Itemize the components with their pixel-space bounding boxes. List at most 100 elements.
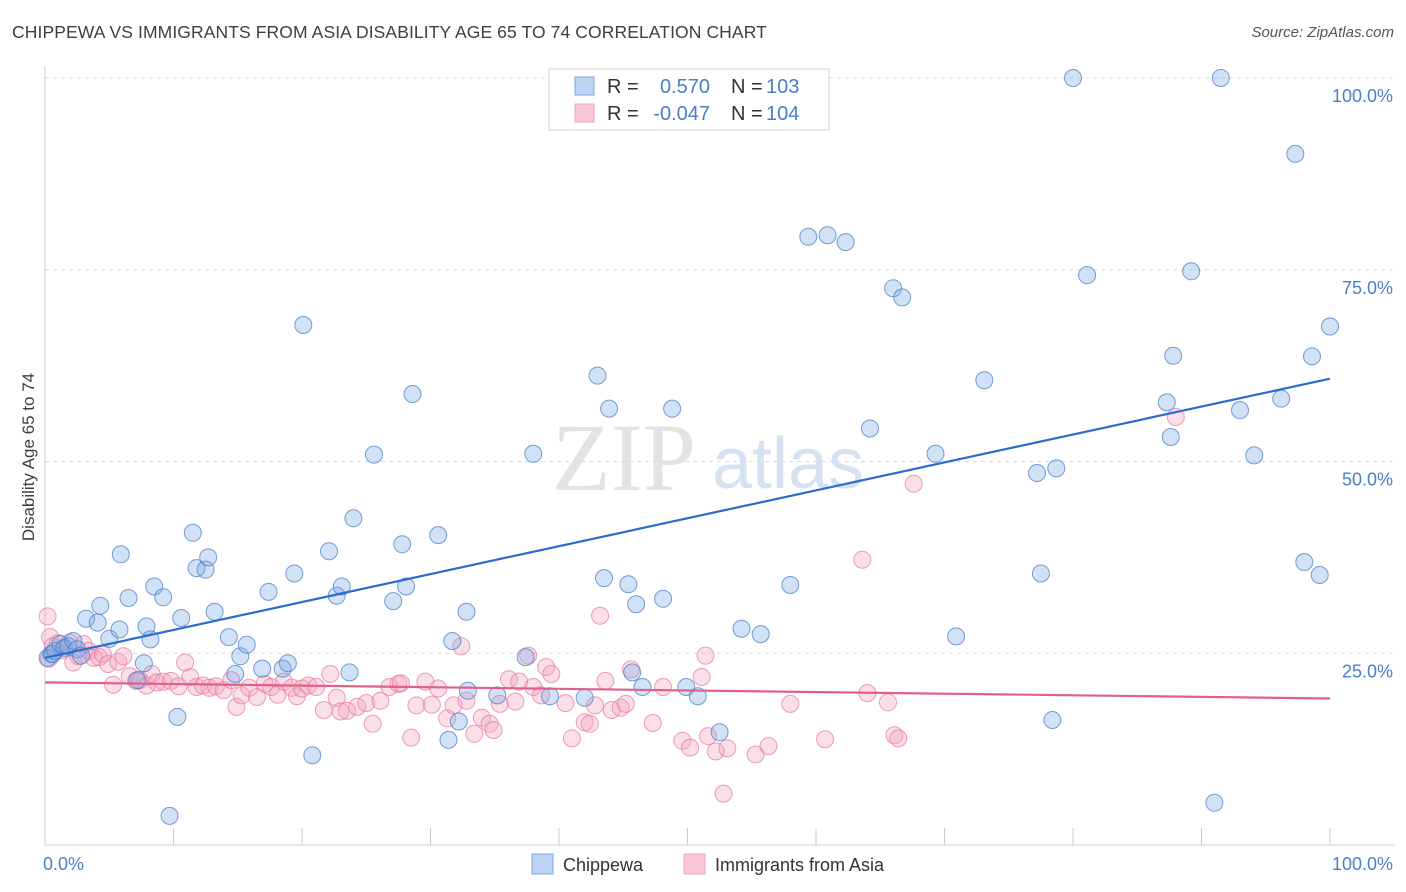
chart-title: CHIPPEWA VS IMMIGRANTS FROM ASIA DISABIL…: [12, 22, 767, 42]
chippewa-point-80: [836, 233, 855, 252]
immigrants-point-98: [696, 646, 715, 665]
immigrants-point-67: [452, 637, 471, 656]
chippewa-point-103: [1295, 553, 1314, 571]
chippewa-point-91: [1064, 69, 1082, 87]
chippewa-point-85: [947, 627, 966, 646]
chippewa-point-84: [926, 444, 945, 463]
chippewa-point-55: [449, 712, 468, 731]
immigrants-point-27: [176, 653, 195, 672]
bottom-legend-label-immigrants: Immigrants from Asia: [715, 855, 885, 875]
immigrants-point-37: [240, 678, 259, 697]
chippewa-point-94: [1161, 428, 1180, 446]
chippewa-point-48: [384, 592, 403, 611]
immigrants-point-36: [232, 686, 251, 705]
chippewa-point-74: [710, 723, 729, 742]
immigrants-point-35: [227, 697, 246, 716]
chippewa-point-52: [429, 526, 448, 545]
immigrants-trend-line: [44, 681, 1331, 700]
legend-n-label-1: N =: [731, 76, 763, 98]
chippewa-point-14: [110, 620, 129, 639]
immigrants-point-64: [429, 679, 448, 698]
chippewa-point-64: [595, 569, 613, 588]
chippewa-point-60: [524, 444, 543, 463]
chippewa-point-97: [1205, 793, 1224, 812]
immigrants-point-72: [484, 721, 503, 739]
watermark-atlas: atlas: [712, 424, 864, 504]
immigrants-point-81: [542, 665, 561, 683]
immigrants-point-17: [114, 647, 133, 666]
legend-r-label-1: R =: [607, 76, 639, 98]
y-tick-labels: 25.0% 50.0% 75.0% 100.0%: [1332, 86, 1393, 681]
immigrants-point-87: [591, 606, 610, 625]
immigrants-point-15: [104, 675, 123, 694]
y-tick-label-2: 75.0%: [1342, 278, 1393, 298]
immigrants-point-51: [331, 702, 350, 721]
immigrants-point-103: [746, 745, 765, 764]
y-tick-label-1: 50.0%: [1342, 470, 1393, 490]
chippewa-point-23: [160, 806, 179, 825]
chippewa-point-61: [541, 687, 559, 706]
chippewa-point-54: [443, 632, 462, 650]
chippewa-point-98: [1211, 69, 1230, 87]
chippewa-point-17: [128, 671, 147, 690]
immigrants-point-54: [357, 694, 376, 713]
immigrants-point-95: [673, 731, 692, 750]
chippewa-point-46: [344, 509, 363, 528]
immigrants-point-102: [718, 739, 737, 758]
chippewa-point-31: [219, 628, 238, 647]
immigrants-point-104: [759, 737, 778, 756]
chippewa-point-105: [1310, 566, 1329, 584]
chippewa-point-50: [397, 577, 416, 596]
legend-r-value-2: -0.047: [653, 103, 710, 125]
immigrants-point-93: [643, 714, 662, 732]
immigrants-point-23: [147, 673, 166, 692]
immigrants-point-94: [654, 678, 673, 696]
chippewa-point-29: [199, 548, 218, 567]
chippewa-point-47: [365, 445, 383, 464]
chippewa-point-56: [457, 602, 476, 621]
correlation-legend: R = 0.570 N = 103 R = -0.047 N = 104: [548, 68, 830, 131]
immigrants-point-112: [904, 474, 923, 493]
immigrants-point-99: [699, 727, 718, 746]
axes: [44, 66, 1395, 846]
immigrants-point-97: [692, 668, 711, 686]
immigrants-point-83: [562, 729, 581, 748]
immigrants-point-16: [109, 652, 128, 671]
immigrants-point-65: [438, 709, 457, 728]
chippewa-point-83: [893, 288, 912, 307]
bottom-legend-label-chippewa: Chippewa: [563, 855, 644, 875]
chippewa-point-15: [111, 545, 130, 564]
chippewa-point-93: [1157, 393, 1176, 412]
chippewa-point-69: [633, 678, 652, 696]
chippewa-point-104: [1303, 347, 1321, 366]
chippewa-point-81: [861, 419, 879, 438]
chippewa-point-22: [154, 588, 173, 607]
chippewa-point-51: [403, 385, 422, 403]
immigrants-point-85: [580, 714, 599, 733]
chippewa-point-24: [168, 707, 187, 726]
source-label: Source: ZipAtlas.com: [1251, 24, 1394, 41]
chippewa-point-78: [799, 227, 818, 246]
chippewa-point-38: [278, 654, 297, 673]
chippewa-point-68: [627, 595, 646, 614]
legend-swatch-chippewa: [574, 76, 595, 96]
chippewa-trend-line: [44, 377, 1331, 659]
x-tick-label-0: 0.0%: [43, 854, 84, 874]
immigrants-point-52: [338, 701, 356, 720]
bottom-legend-swatch-immigrants: [683, 853, 706, 875]
immigrants-point-49: [321, 665, 340, 683]
immigrants-point-59: [391, 674, 410, 693]
legend-n-value-2: 104: [766, 103, 799, 125]
chippewa-point-87: [1028, 464, 1046, 482]
gridlines: [45, 77, 1395, 654]
chippewa-point-11: [88, 613, 107, 632]
immigrants-point-91: [616, 694, 635, 713]
chippewa-point-90: [1047, 459, 1066, 478]
chippewa-point-34: [237, 635, 256, 654]
immigrants-point-96: [681, 738, 700, 757]
chippewa-point-59: [516, 648, 535, 667]
immigrants-point-92: [622, 660, 640, 679]
bottom-legend-swatch-chippewa: [531, 853, 554, 875]
y-tick-label-0: 25.0%: [1342, 661, 1393, 681]
chippewa-point-32: [226, 665, 245, 683]
